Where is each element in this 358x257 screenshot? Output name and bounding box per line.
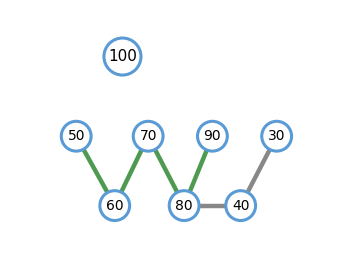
Circle shape <box>198 121 227 151</box>
Text: 30: 30 <box>268 129 285 143</box>
Circle shape <box>262 121 291 151</box>
Text: 60: 60 <box>106 199 124 213</box>
Text: 100: 100 <box>108 49 137 64</box>
Circle shape <box>169 191 199 221</box>
Circle shape <box>226 191 256 221</box>
Text: 90: 90 <box>204 129 221 143</box>
Text: 80: 80 <box>175 199 193 213</box>
Text: 70: 70 <box>139 129 157 143</box>
Circle shape <box>133 121 163 151</box>
Circle shape <box>104 38 141 75</box>
Circle shape <box>100 191 130 221</box>
Circle shape <box>61 121 91 151</box>
Text: 40: 40 <box>232 199 250 213</box>
Text: 50: 50 <box>67 129 85 143</box>
